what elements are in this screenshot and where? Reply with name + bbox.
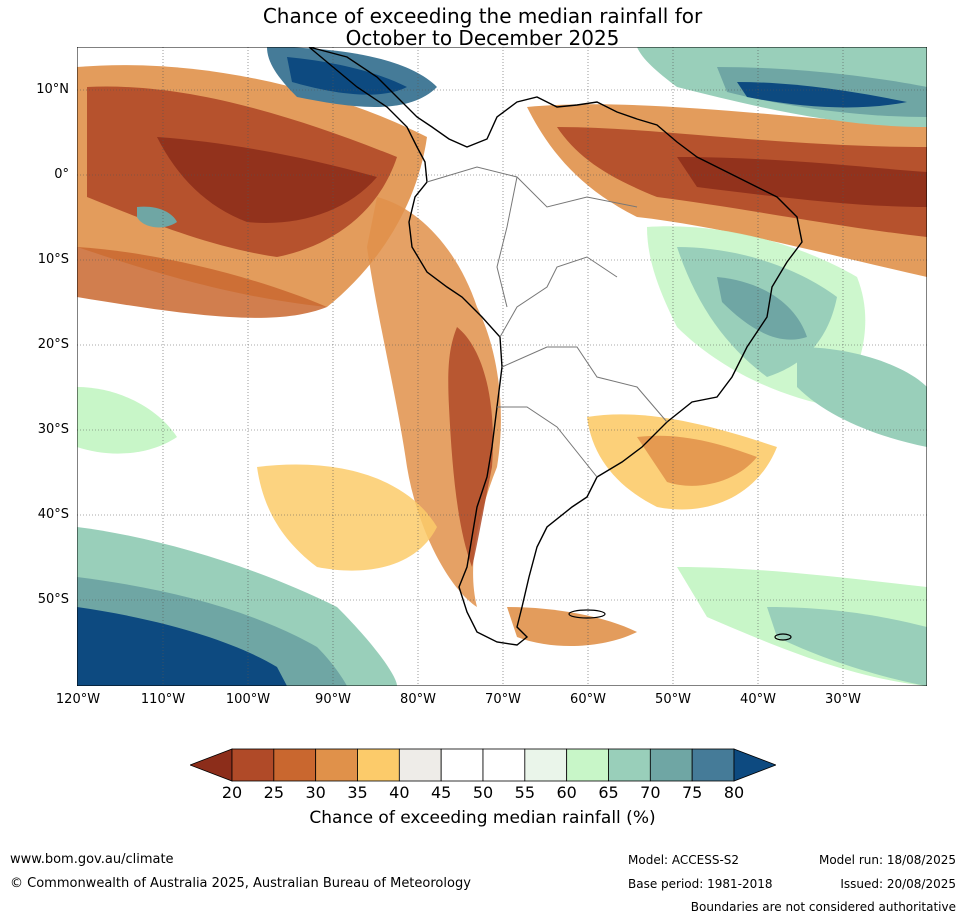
model-name: Model: ACCESS-S2 [628, 853, 740, 867]
colorbar-tick-label: 75 [681, 783, 703, 802]
lat-label-20s: 20°S [37, 337, 69, 352]
map-title-line1: Chance of exceeding the median rainfall … [262, 4, 703, 28]
probability-shading [77, 47, 927, 686]
lat-label-0: 0° [54, 167, 69, 182]
lon-label-110w: 110°W [140, 692, 186, 707]
south-georgia [774, 633, 792, 641]
colorbar-tick-label: 60 [556, 783, 577, 802]
colorbar-tick-label: 20 [221, 783, 243, 802]
copyright-text: © Commonwealth of Australia 2025, Austra… [10, 876, 471, 891]
lon-label-120w: 120°W [55, 692, 101, 707]
lat-label-40s: 40°S [37, 507, 69, 522]
colorbar-swatch [566, 748, 609, 782]
colorbar-swatch [398, 748, 442, 782]
lon-label-70w: 70°W [485, 692, 521, 707]
colorbar-tick-label: 30 [305, 783, 326, 802]
colorbar-swatch [440, 748, 484, 782]
colorbar-tick-label: 40 [389, 783, 410, 802]
base-period: Base period: 1981-2018 [628, 877, 773, 891]
graticule [77, 47, 927, 686]
colorbar-extend-low [190, 748, 233, 782]
colorbar-swatch [273, 748, 317, 782]
colorbar-tick-label: 80 [723, 783, 745, 802]
lon-label-50w: 50°W [655, 692, 691, 707]
country-borders [426, 166, 668, 478]
model-run-date: Model run: 18/08/2025 [818, 853, 956, 867]
colorbar-tick-label: 25 [263, 783, 284, 802]
colorbar-swatch [315, 748, 358, 782]
boundary-disclaimer: Boundaries are not considered authoritat… [690, 900, 956, 914]
lon-label-100w: 100°W [225, 692, 271, 707]
colorbar-tick-label: 50 [472, 783, 494, 802]
colorbar-swatch [524, 748, 568, 782]
lon-label-90w: 90°W [315, 692, 351, 707]
lon-label-60w: 60°W [570, 692, 606, 707]
rainfall-probability-map [77, 47, 927, 686]
issued-date: Issued: 20/08/2025 [840, 877, 956, 891]
colorbar-tick-label: 65 [598, 783, 619, 802]
colorbar [190, 748, 776, 782]
colorbar-tick-label: 35 [347, 783, 368, 802]
lat-label-10n: 10°N [36, 82, 69, 97]
lat-label-10s: 10°S [37, 252, 69, 267]
lon-label-40w: 40°W [740, 692, 776, 707]
colorbar-swatch [357, 748, 400, 782]
lat-label-30s: 30°S [37, 422, 69, 437]
bom-url-link[interactable]: www.bom.gov.au/climate [10, 852, 174, 867]
colorbar-swatch [691, 748, 735, 782]
colorbar-tick-label: 55 [514, 783, 535, 802]
colorbar-label: Chance of exceeding median rainfall (%) [309, 808, 656, 828]
lat-label-50s: 50°S [37, 592, 69, 607]
colorbar-swatch [608, 748, 651, 782]
map-title-line2: October to December 2025 [345, 26, 620, 50]
colorbar-swatch [231, 748, 275, 782]
lon-label-80w: 80°W [400, 692, 436, 707]
colorbar-extend-high [733, 748, 776, 782]
colorbar-tick-label: 45 [430, 783, 452, 802]
colorbar-swatch [649, 748, 693, 782]
falkland-islands [568, 609, 606, 619]
colorbar-tick-label: 70 [640, 783, 661, 802]
colorbar-swatch [482, 748, 526, 782]
lon-label-30w: 30°W [825, 692, 861, 707]
